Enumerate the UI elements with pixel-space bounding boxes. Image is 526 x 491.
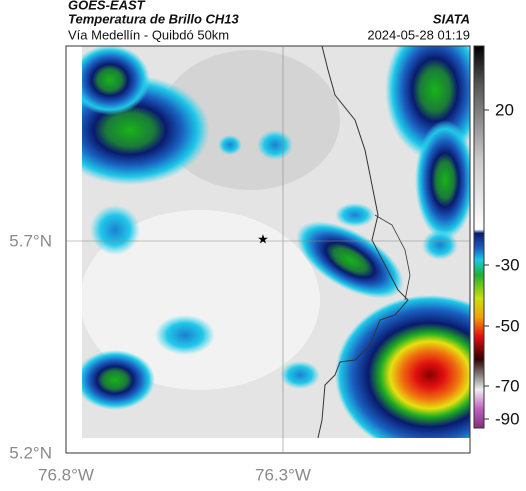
colorbar-label: 20	[495, 100, 514, 119]
lon-label: 76.8°W	[38, 465, 94, 484]
lat-label: 5.2°N	[9, 443, 52, 462]
cloud-field	[82, 210, 320, 390]
colorbar-label: -90	[495, 409, 520, 428]
cloud	[218, 135, 242, 155]
timestamp: 2024-05-28 01:19	[367, 27, 470, 42]
cloud	[155, 315, 215, 355]
lon-label: 76.3°W	[255, 465, 311, 484]
storm	[335, 295, 470, 438]
cloud	[280, 361, 320, 389]
cloud-field	[160, 50, 340, 190]
subtitle: Temperatura de Brillo CH13	[68, 11, 240, 26]
route: Vía Medellín - Quibdó 50km	[68, 27, 229, 42]
cloud	[82, 46, 150, 115]
location-marker: ★	[257, 231, 269, 246]
colorbar-label: -50	[495, 316, 520, 335]
colorbar-label: -30	[495, 255, 520, 274]
coastline	[317, 46, 409, 438]
source: SIATA	[433, 11, 470, 26]
cloud	[415, 120, 470, 240]
satellite-image	[82, 46, 470, 438]
cloud	[422, 230, 458, 260]
lat-label: 5.7°N	[9, 231, 52, 250]
cloud	[335, 203, 375, 227]
cloud	[82, 350, 155, 410]
colorbar	[473, 45, 485, 429]
map-frame	[65, 45, 471, 454]
cloud	[90, 205, 140, 255]
cloud	[257, 130, 293, 160]
border	[374, 214, 411, 301]
title: GOES-EAST	[68, 0, 146, 12]
colorbar-label: -70	[495, 376, 520, 395]
